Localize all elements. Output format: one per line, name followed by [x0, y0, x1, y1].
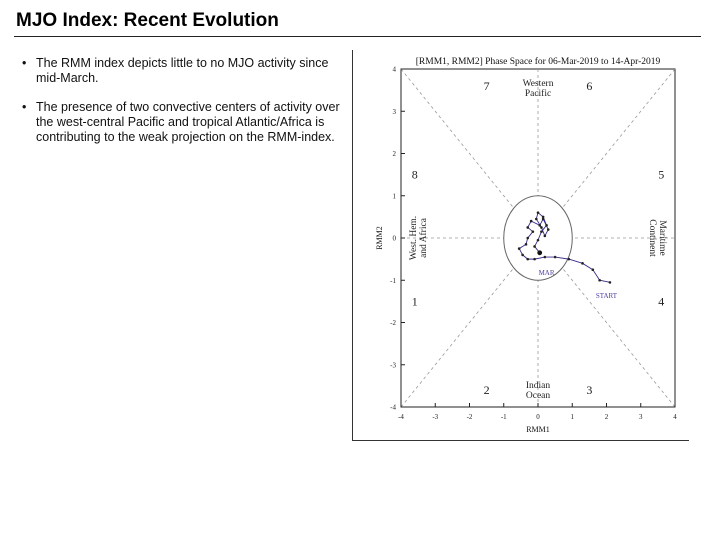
rmm-phase-space-chart: -4 -3 -2 -1 0 1 2 3 4 -4 -3 -2 -1 0 1 2 3 4 [RMM1, RMM2] P…	[375, 56, 677, 434]
bullet-text: The RMM index depicts little to no MJO a…	[36, 56, 329, 85]
region-label-line: Maritime	[657, 220, 667, 255]
rmm-daily-point	[538, 224, 542, 227]
x-tick-label: 1	[571, 413, 575, 421]
x-axis-label: RMM1	[526, 425, 550, 434]
page-title: MJO Index: Recent Evolution	[16, 10, 279, 31]
rmm-daily-point	[526, 257, 530, 261]
region-label: Indian Ocean	[526, 381, 551, 401]
phase-number-label: 2	[484, 383, 490, 397]
title-underline	[14, 36, 701, 37]
trajectory-annotation-label: START	[596, 292, 618, 300]
region-label-line: and Africa	[418, 217, 429, 258]
region-label-line: Pacific	[525, 88, 551, 99]
rmm-daily-point	[546, 228, 550, 231]
rmm-daily-point	[536, 211, 540, 214]
rmm-phase-diagram: -4 -3 -2 -1 0 1 2 3 4 -4 -3 -2 -1 0 1 2 3 4 [RMM1, RMM2] P…	[352, 50, 689, 441]
chart-title: [RMM1, RMM2] Phase Space for 06-Mar-2019…	[416, 56, 661, 67]
phase-number-label: 3	[586, 383, 592, 397]
y-tick-label: -3	[390, 361, 396, 369]
y-tick-label: -2	[390, 319, 396, 327]
rmm-daily-point	[543, 234, 547, 238]
x-tick-label: -3	[432, 413, 438, 421]
phase-number-label: 7	[484, 79, 490, 93]
phase-number-label: 4	[658, 294, 664, 308]
rmm-daily-point	[526, 236, 530, 240]
rmm-daily-point	[581, 262, 584, 265]
y-tick-label: -1	[390, 277, 396, 285]
rmm-daily-point	[545, 224, 548, 227]
rmm-daily-point	[521, 253, 524, 257]
rmm-daily-point	[567, 257, 571, 261]
y-tick-label: -4	[390, 404, 396, 412]
region-label-line: Western	[523, 79, 554, 89]
region-label-line: Ocean	[526, 391, 551, 401]
phase-number-label: 1	[412, 294, 418, 308]
phase-number-label: 6	[586, 79, 592, 93]
y-axis-label: RMM2	[375, 226, 384, 250]
rmm-daily-point	[540, 226, 543, 229]
rmm-daily-point	[531, 230, 535, 233]
x-tick-label: -4	[398, 413, 404, 421]
region-label: MaritimeContinent	[647, 219, 667, 257]
region-label-line: West. Hem.	[409, 216, 419, 260]
x-tick-label: 0	[536, 413, 540, 421]
bullet-text: The presence of two convective centers o…	[36, 100, 340, 144]
region-label: West. Hem.and Africa	[409, 216, 429, 260]
x-tick-label: -1	[501, 413, 507, 421]
rmm-daily-point	[526, 226, 530, 229]
bullet-dot-icon: •	[22, 100, 27, 114]
rmm-daily-point	[534, 217, 538, 221]
unit-circle	[503, 195, 573, 281]
bullet-dot-icon: •	[22, 56, 27, 70]
phase-number-label: 8	[412, 168, 418, 182]
rmm-daily-point	[524, 243, 528, 246]
rmm-daily-point	[529, 219, 533, 223]
rmm-daily-point	[543, 255, 547, 259]
y-tick-label: 0	[393, 235, 397, 243]
y-tick-label: 1	[393, 192, 397, 200]
bullet-list: • The RMM index depicts little to no MJO…	[22, 56, 352, 159]
x-tick-label: -2	[467, 413, 473, 421]
region-label: Western Pacific	[523, 79, 554, 99]
rmm-daily-point	[533, 257, 536, 261]
x-tick-label: 2	[605, 413, 609, 421]
y-tick-label: 2	[393, 150, 397, 158]
region-label-line: Indian	[526, 381, 551, 391]
rmm-daily-point	[541, 215, 545, 219]
rmm-daily-point	[541, 217, 545, 221]
x-tick-label: 4	[673, 413, 677, 421]
y-tick-label: 4	[393, 66, 397, 74]
rmm-daily-point	[591, 268, 595, 271]
bullet-item: • The RMM index depicts little to no MJO…	[22, 56, 352, 86]
rmm-daily-point	[517, 247, 521, 250]
rmm-daily-point	[533, 245, 536, 248]
rmm-daily-point	[540, 230, 543, 233]
rmm-daily-point	[536, 238, 540, 242]
trajectory-annotation-label: MAR	[539, 269, 555, 277]
rmm-daily-point	[553, 255, 557, 259]
rmm-end-point	[537, 250, 543, 256]
rmm-daily-point	[598, 278, 601, 282]
y-tick-label: 3	[393, 108, 397, 116]
rmm-daily-point	[608, 281, 612, 284]
phase-number-label: 5	[658, 168, 664, 182]
region-label-line: Continent	[647, 219, 657, 257]
bullet-item: • The presence of two convective centers…	[22, 100, 352, 145]
x-tick-label: 3	[639, 413, 643, 421]
